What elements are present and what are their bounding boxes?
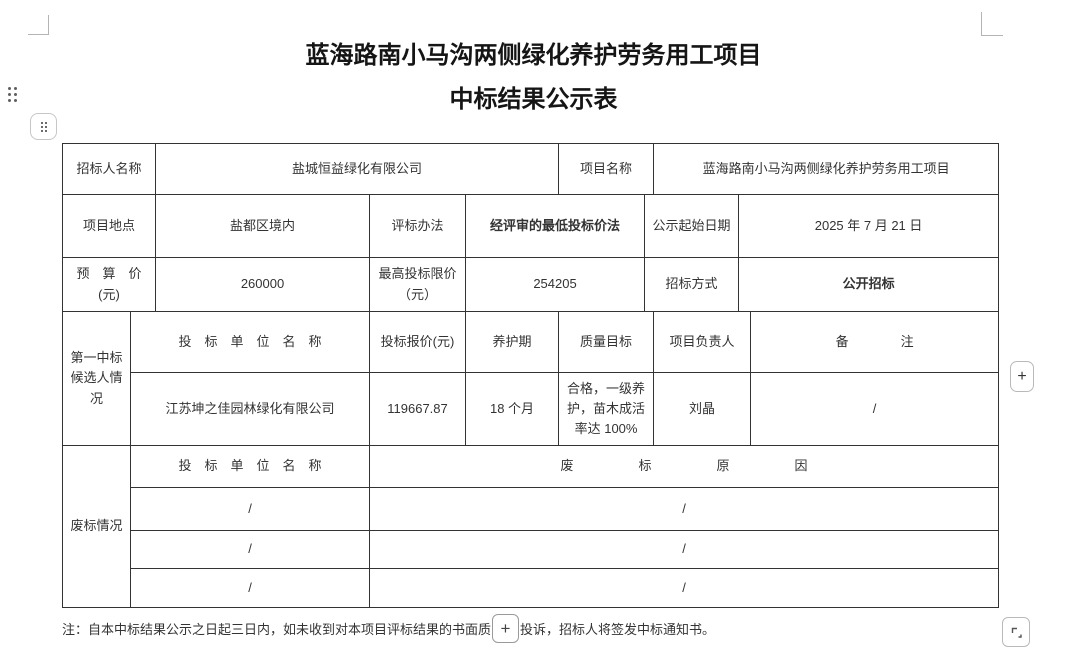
budget-price-value[interactable]: 260000 <box>155 257 371 312</box>
winner-section-side-label[interactable]: 第一中标候选人情况 <box>62 311 131 446</box>
text-boundary-corner-mark-right <box>981 12 1003 36</box>
document-title-line1[interactable]: 蓝海路南小马沟两侧绿化养护劳务用工项目 <box>305 40 762 69</box>
project-location-label[interactable]: 项目地点 <box>61 194 157 258</box>
winner-header-quality[interactable]: 质量目标 <box>558 311 655 373</box>
rejected-section-side-label[interactable]: 废标情况 <box>62 445 131 608</box>
bidder-name-value[interactable]: 盐城恒益绿化有限公司 <box>155 143 560 195</box>
text-boundary-corner-mark-left <box>28 15 49 35</box>
expand-icon <box>1011 627 1022 638</box>
rejected-header-company[interactable]: 投 标 单 位 名 称 <box>129 445 371 488</box>
winner-price-value[interactable]: 119667.87 <box>369 372 467 446</box>
rejected-header-reason[interactable]: 废 标 原 因 <box>369 445 1000 488</box>
bidder-name-label[interactable]: 招标人名称 <box>61 143 157 195</box>
table-row: / / <box>63 568 1000 608</box>
plus-icon: + <box>1017 367 1027 385</box>
drag-handle-dots-icon[interactable] <box>8 87 17 102</box>
winner-header-remark[interactable]: 备 注 <box>750 311 1000 373</box>
footer-note-text-before[interactable]: 注：自本中标结果公示之日起三日内，如未收到对本项目评标结果的书面质 <box>62 622 492 637</box>
winner-company-value[interactable]: 江苏坤之佳园林绿化有限公司 <box>129 372 371 446</box>
winner-header-company[interactable]: 投 标 单 位 名 称 <box>129 311 371 373</box>
footer-note: 注：自本中标结果公示之日起三日内，如未收到对本项目评标结果的书面质 + 投诉，招… <box>62 614 715 643</box>
winner-header-price[interactable]: 投标报价(元) <box>369 311 467 373</box>
rejected-reason-value[interactable]: / <box>369 568 1000 608</box>
document-title-line2[interactable]: 中标结果公示表 <box>449 84 618 113</box>
winner-period-value[interactable]: 18 个月 <box>465 372 560 446</box>
evaluation-method-value[interactable]: 经评审的最低投标价法 <box>465 194 646 258</box>
drag-dots-icon <box>40 121 47 132</box>
bid-result-table: 招标人名称 盐城恒益绿化有限公司 项目名称 蓝海路南小马沟两侧绿化养护劳务用工项… <box>61 143 1000 608</box>
winner-quality-value[interactable]: 合格，一级养护，苗木成活率达 100% <box>558 372 655 446</box>
publicity-start-date-label[interactable]: 公示起始日期 <box>644 194 740 258</box>
project-name-value[interactable]: 蓝海路南小马沟两侧绿化养护劳务用工项目 <box>653 143 1000 195</box>
project-name-label[interactable]: 项目名称 <box>558 143 655 195</box>
expand-table-button[interactable] <box>1002 617 1030 647</box>
winner-header-period[interactable]: 养护期 <box>465 311 560 373</box>
insert-plus-button[interactable]: + <box>492 614 520 643</box>
table-row: / / <box>63 487 1000 531</box>
tender-method-label[interactable]: 招标方式 <box>644 257 740 312</box>
rejected-company-value[interactable]: / <box>129 530 371 569</box>
project-location-value[interactable]: 盐都区境内 <box>155 194 371 258</box>
footer-note-text-after[interactable]: 投诉，招标人将签发中标通知书。 <box>520 622 716 637</box>
max-bid-limit-value[interactable]: 254205 <box>465 257 646 312</box>
rejected-company-value[interactable]: / <box>129 487 371 531</box>
winner-header-manager[interactable]: 项目负责人 <box>653 311 752 373</box>
publicity-start-date-value[interactable]: 2025 年 7 月 21 日 <box>738 194 1000 258</box>
evaluation-method-label[interactable]: 评标办法 <box>369 194 467 258</box>
max-bid-limit-label[interactable]: 最高投标限价（元） <box>369 257 467 312</box>
winner-remark-value[interactable]: / <box>750 372 1000 446</box>
rejected-reason-value[interactable]: / <box>369 487 1000 531</box>
tender-method-value[interactable]: 公开招标 <box>738 257 1000 312</box>
rejected-reason-value[interactable]: / <box>369 530 1000 569</box>
rejected-company-value[interactable]: / <box>129 568 371 608</box>
add-row-button[interactable]: + <box>1010 361 1034 392</box>
budget-price-label[interactable]: 预 算 价(元) <box>61 257 157 312</box>
winner-manager-value[interactable]: 刘晶 <box>653 372 752 446</box>
plus-icon: + <box>500 619 511 638</box>
table-drag-handle-button[interactable] <box>30 113 57 140</box>
table-row: / / <box>63 530 1000 569</box>
